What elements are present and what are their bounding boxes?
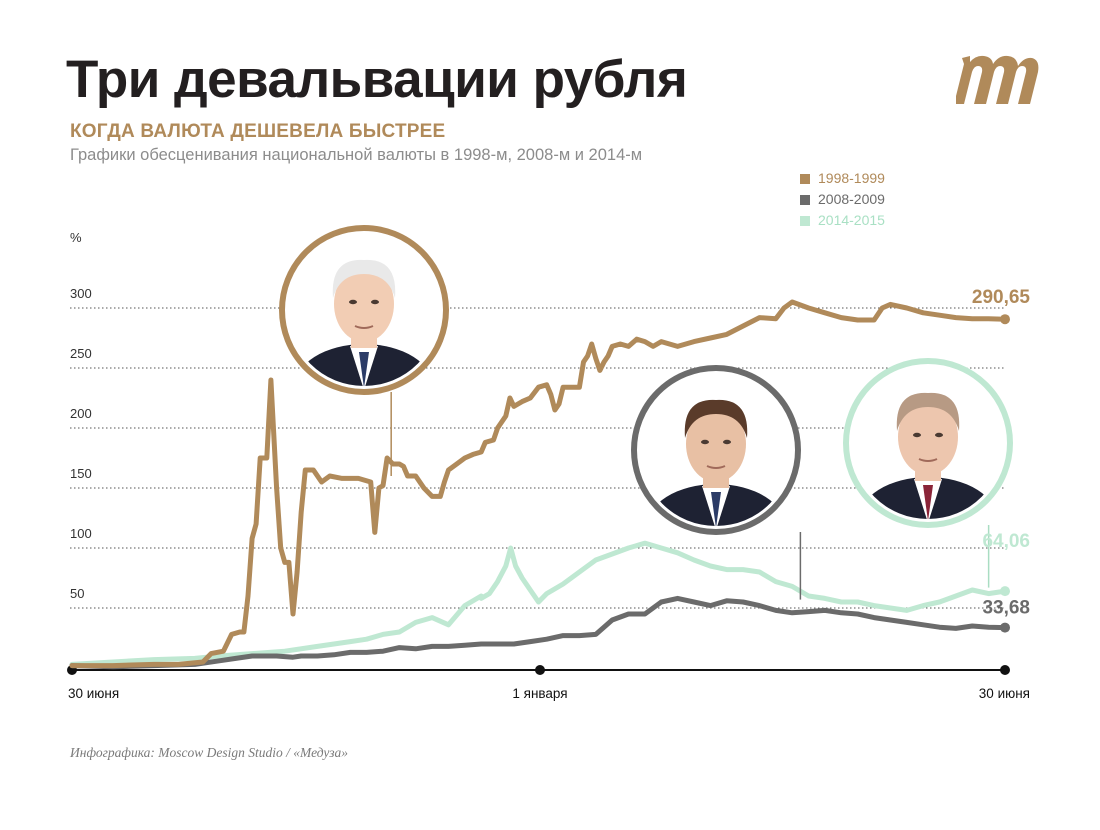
x-axis-dot: [1000, 665, 1010, 675]
person-portrait-icon: [288, 234, 440, 386]
portrait-suit: [858, 477, 998, 519]
y-tick-label: 50: [70, 586, 84, 601]
x-tick-label: 30 июня: [68, 686, 119, 701]
legend-swatch: [800, 216, 810, 226]
y-axis-unit-label: %: [70, 230, 82, 245]
chart-description: Графики обесценивания национальной валют…: [70, 146, 643, 164]
legend-swatch: [800, 174, 810, 184]
portrait-2014-2015: [843, 358, 1013, 588]
portrait-tie: [359, 352, 369, 386]
y-tick-label: 300: [70, 286, 92, 301]
portrait-1998-1999: [279, 225, 449, 476]
legend-entry: 2014-2015: [818, 212, 885, 228]
portrait-suit: [294, 344, 434, 386]
portrait-hair: [684, 399, 748, 438]
series-line-2014-2015: [69, 540, 1008, 667]
portrait-tie: [711, 492, 721, 526]
portrait-eye: [935, 432, 943, 438]
portrait-face: [898, 399, 958, 475]
portrait-eye: [349, 299, 357, 305]
portrait-eye: [913, 432, 921, 438]
series-end-label: 64,06: [982, 531, 1030, 552]
portrait-eye: [701, 439, 709, 445]
portrait-hair: [332, 259, 396, 298]
series-end-label: 290,65: [972, 287, 1031, 308]
portrait-mouth: [918, 458, 938, 462]
legend-entry: 1998-1999: [818, 170, 885, 186]
credit-line: Инфографика: Moscow Design Studio / «Мед…: [70, 745, 348, 760]
series-end-dot: [1000, 622, 1010, 633]
y-tick-label: 250: [70, 346, 92, 361]
series-line-2008-2009: [69, 595, 1008, 670]
person-portrait-icon: [852, 367, 1004, 519]
person-portrait-icon: [640, 374, 792, 526]
x-tick-label: 30 июня: [979, 686, 1030, 701]
meduza-m-logo-icon: [956, 55, 1039, 104]
chart-subtitle: КОГДА ВАЛЮТА ДЕШЕВЕЛА БЫСТРЕЕ: [70, 121, 446, 142]
y-tick-label: 200: [70, 406, 92, 421]
series-end-label: 33,68: [982, 598, 1030, 619]
series-line-1998-1999: [69, 299, 1008, 669]
portrait-hair: [896, 392, 960, 431]
series-end-dot: [1000, 586, 1010, 597]
portrait-face: [334, 266, 394, 342]
portrait-eye: [723, 439, 731, 445]
portrait-suit: [646, 484, 786, 526]
legend-swatch: [800, 195, 810, 205]
portrait-mouth: [354, 325, 374, 329]
x-axis-dot: [535, 665, 545, 675]
x-tick-label: 1 января: [512, 686, 567, 701]
y-tick-label: 150: [70, 466, 92, 481]
y-tick-label: 100: [70, 526, 92, 541]
portrait-mouth: [706, 465, 726, 469]
portrait-face: [686, 406, 746, 482]
page-title: Три девальвации рубля: [66, 50, 688, 109]
legend-entry: 2008-2009: [818, 191, 885, 207]
series-end-dot: [1000, 314, 1010, 325]
portrait-eye: [371, 299, 379, 305]
portrait-2008-2009: [631, 365, 802, 600]
portrait-tie: [923, 485, 933, 519]
